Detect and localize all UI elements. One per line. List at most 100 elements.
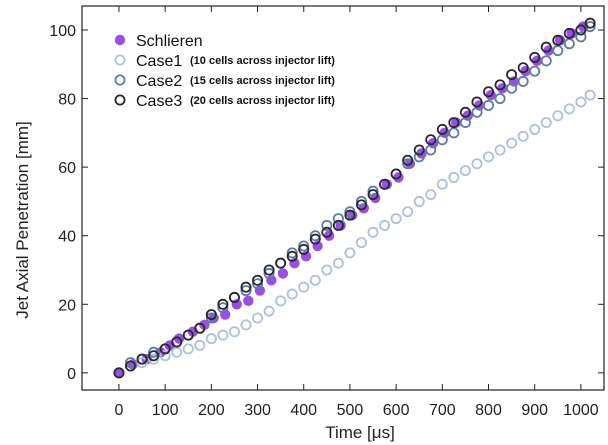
data-point bbox=[113, 367, 125, 379]
data-point bbox=[575, 24, 587, 36]
x-tick-label: 200 bbox=[198, 402, 225, 419]
x-tick-label: 300 bbox=[244, 402, 271, 419]
data-point bbox=[459, 165, 471, 177]
data-point bbox=[332, 213, 344, 225]
x-tick-label: 600 bbox=[383, 402, 410, 419]
data-point bbox=[194, 322, 206, 334]
data-point bbox=[217, 298, 229, 310]
data-point bbox=[148, 350, 160, 362]
data-point bbox=[448, 171, 460, 183]
data-point bbox=[252, 312, 264, 324]
data-point bbox=[263, 267, 275, 279]
legend-note: (20 cells across injector lift) bbox=[190, 95, 335, 107]
data-point bbox=[148, 346, 160, 358]
data-point bbox=[575, 96, 587, 108]
data-point bbox=[413, 195, 425, 207]
data-point bbox=[436, 178, 448, 190]
data-point bbox=[355, 237, 367, 249]
legend-label: Case1 bbox=[136, 53, 182, 70]
data-point bbox=[413, 151, 425, 163]
data-point bbox=[148, 353, 160, 365]
y-tick-label: 20 bbox=[58, 297, 76, 314]
data-point bbox=[252, 278, 264, 290]
data-point bbox=[566, 28, 577, 39]
data-point bbox=[309, 274, 321, 286]
data-point bbox=[367, 226, 379, 238]
data-point bbox=[529, 65, 541, 77]
series-case1 bbox=[113, 89, 596, 379]
data-point bbox=[517, 130, 529, 142]
data-point bbox=[563, 103, 575, 115]
data-point bbox=[205, 309, 217, 321]
data-point bbox=[344, 206, 356, 218]
data-point bbox=[529, 123, 541, 135]
data-point bbox=[275, 257, 287, 269]
data-point bbox=[540, 55, 552, 67]
data-point bbox=[506, 82, 518, 94]
data-point bbox=[540, 41, 552, 53]
data-point bbox=[517, 62, 529, 74]
data-point bbox=[332, 219, 344, 231]
data-point bbox=[584, 17, 596, 29]
data-point bbox=[344, 247, 356, 259]
data-point bbox=[450, 117, 462, 128]
x-tick-label: 0 bbox=[115, 402, 124, 419]
data-point bbox=[402, 154, 414, 166]
legend-label: Case2 bbox=[136, 73, 182, 90]
data-point bbox=[321, 219, 333, 231]
data-point bbox=[240, 281, 252, 293]
data-point bbox=[563, 27, 575, 39]
data-point bbox=[127, 359, 139, 370]
data-point bbox=[436, 134, 448, 146]
legend-item-schlieren: Schlieren bbox=[114, 33, 203, 50]
data-point bbox=[425, 134, 437, 146]
data-point bbox=[252, 274, 264, 286]
data-point bbox=[494, 93, 506, 105]
data-point bbox=[309, 230, 321, 242]
legend-note: (10 cells across injector lift) bbox=[190, 55, 335, 67]
data-point bbox=[286, 288, 298, 300]
data-point bbox=[321, 264, 333, 276]
x-axis-label: Time [μs] bbox=[325, 423, 395, 442]
x-tick-label: 800 bbox=[475, 402, 502, 419]
data-point bbox=[552, 34, 564, 46]
x-tick-label: 1000 bbox=[563, 402, 599, 419]
axis-ticks: 0 100 200 300 400 500 600 700 800 900 1000 0 20 40 60 8… bbox=[49, 6, 604, 419]
data-point bbox=[243, 295, 254, 307]
data-point bbox=[402, 158, 414, 170]
legend: Schlieren Case1 (10 cells across injector … bbox=[114, 33, 335, 110]
data-point bbox=[159, 350, 171, 362]
data-point bbox=[263, 305, 275, 317]
data-point bbox=[506, 69, 518, 81]
x-tick-label: 400 bbox=[290, 402, 317, 419]
data-point bbox=[471, 106, 483, 118]
data-point bbox=[217, 329, 229, 341]
data-point bbox=[182, 343, 194, 355]
data-point bbox=[552, 110, 564, 122]
data-point bbox=[471, 158, 483, 170]
data-point bbox=[344, 209, 356, 221]
legend-item-case1: Case1 (10 cells across injector lift) bbox=[114, 53, 335, 70]
data-point bbox=[379, 219, 391, 231]
data-point bbox=[584, 89, 596, 101]
legend-marker bbox=[114, 94, 126, 106]
x-tick-label: 700 bbox=[429, 402, 456, 419]
data-point bbox=[136, 353, 148, 365]
data-point bbox=[575, 31, 587, 43]
y-tick-label: 0 bbox=[67, 366, 76, 383]
data-point bbox=[199, 319, 210, 331]
data-point bbox=[367, 189, 379, 201]
data-point bbox=[355, 195, 367, 207]
data-point bbox=[436, 123, 448, 135]
data-point bbox=[448, 117, 460, 129]
legend-item-case2: Case2 (15 cells across injector lift) bbox=[114, 73, 335, 90]
y-tick-label: 100 bbox=[49, 23, 76, 40]
data-point bbox=[459, 117, 471, 129]
series-case3 bbox=[113, 17, 596, 379]
data-point bbox=[240, 319, 252, 331]
data-point bbox=[425, 189, 437, 201]
data-point bbox=[529, 51, 541, 63]
data-point bbox=[381, 179, 393, 190]
data-point bbox=[125, 357, 137, 369]
